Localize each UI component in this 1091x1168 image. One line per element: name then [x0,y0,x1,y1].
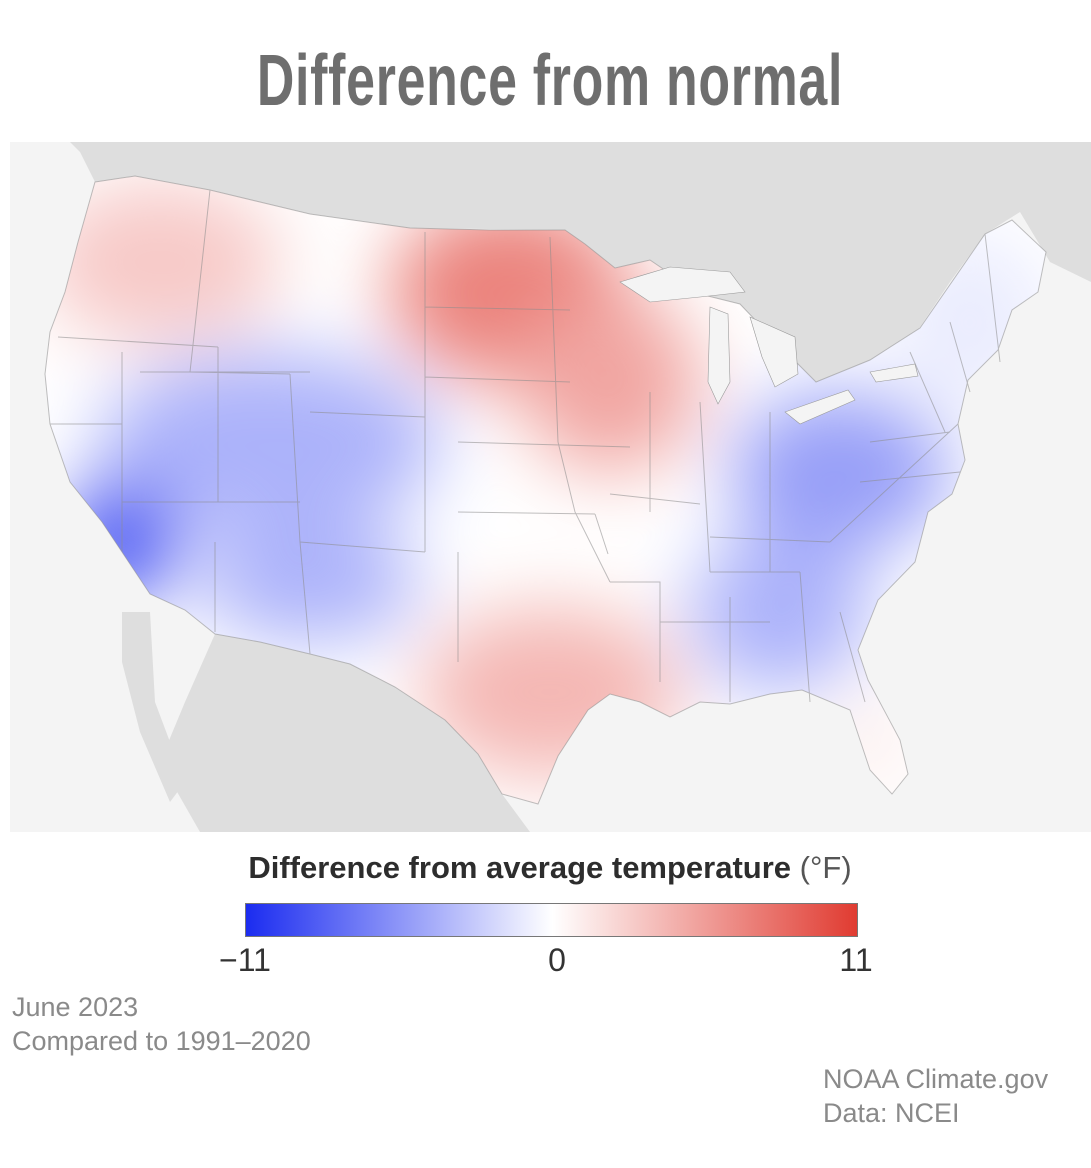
anomaly-region-upper-midwest [520,292,700,472]
anomaly-region-southeast [690,532,870,692]
legend-tick-min: −11 [219,942,271,978]
credits-block: NOAA Climate.gov Data: NCEI [823,1062,1048,1130]
surrounding-land [70,142,1091,832]
temperature-anomaly-map [10,142,1091,832]
credit-source: NOAA Climate.gov [823,1064,1049,1094]
colorbar-gradient [246,904,857,936]
anomaly-region-southwest [200,522,420,642]
lake-ontario [869,363,919,383]
legend-title: Difference from average temperature (°F) [0,850,1091,886]
great-lakes [619,266,919,425]
baja-peninsula [122,612,185,802]
anomaly-region-pacific-northwest [45,182,280,342]
state-borders [44,175,1047,805]
period-block: June 2023 Compared to 1991–2020 [12,990,311,1058]
map-svg [44,142,1091,832]
period-baseline: Compared to 1991–2020 [12,1026,311,1056]
legend-colorbar [245,903,858,937]
mexico-landmass [160,634,530,832]
anomaly-region-ohio-valley-mid-atlantic [730,392,950,552]
anomaly-region-great-basin-rockies [100,352,440,532]
anomaly-region-southern-california [60,482,180,602]
canada-landmass [70,142,1091,382]
lake-michigan [707,306,731,405]
legend-unit: (°F) [799,850,852,885]
lake-huron [749,316,799,388]
legend-tick-max: 11 [839,942,873,978]
lake-erie [784,389,856,425]
legend-title-text: Difference from average temperature [248,850,792,885]
period-month: June 2023 [12,992,139,1022]
chart-title: Difference from normal [256,41,844,121]
legend-tick-zero: 0 [548,942,566,978]
lake-superior [619,266,746,303]
credit-data: Data: NCEI [823,1098,960,1128]
